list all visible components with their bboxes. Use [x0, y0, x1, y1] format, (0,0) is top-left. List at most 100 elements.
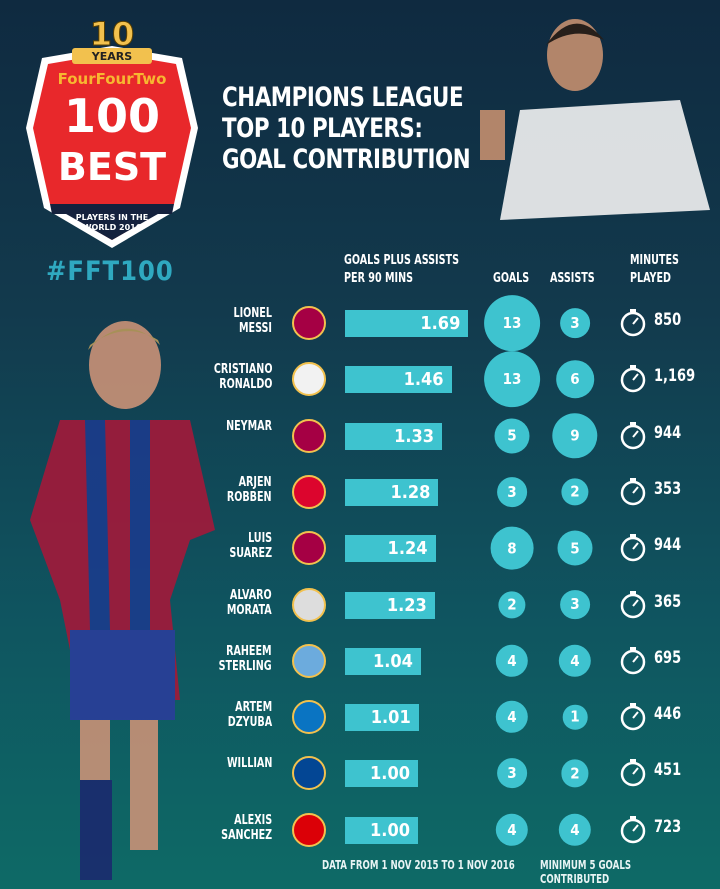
club-crest-icon — [292, 700, 326, 735]
svg-text:100: 100 — [64, 89, 160, 143]
player-name-line: ARJEN — [239, 474, 272, 490]
goals-value: 13 — [502, 313, 522, 332]
ratio-value: 1.69 — [420, 313, 461, 334]
player-name-line: ALEXIS — [234, 812, 272, 828]
assists-value: 6 — [570, 370, 580, 389]
goals-value: 8 — [507, 539, 517, 558]
assists-value: 2 — [570, 764, 580, 783]
svg-text:BEST: BEST — [58, 145, 166, 189]
minutes-value: 446 — [654, 704, 682, 725]
player-name: ARJEN ROBBEN — [227, 475, 272, 505]
ratio-value: 1.24 — [387, 538, 428, 560]
assists-circle: 9 — [552, 412, 598, 459]
ratio-bar: 1.00 — [345, 816, 418, 844]
player-row: WILLIAN 1.00 3 2 451 — [0, 748, 720, 798]
messi-photo — [30, 321, 215, 880]
player-name: ARTEM DZYUBA — [228, 700, 272, 730]
assists-value: 1 — [570, 708, 580, 727]
player-name: CRISTIANO RONALDO — [213, 362, 272, 392]
goals-circle: 4 — [495, 700, 529, 734]
minutes-value: 850 — [654, 310, 682, 330]
stopwatch-icon — [620, 365, 646, 393]
player-name-line: RAHEEM — [226, 643, 272, 659]
player-name-line: RONALDO — [218, 377, 272, 393]
player-name-line: ALVARO — [230, 587, 272, 603]
player-name: LUIS SUAREZ — [229, 531, 272, 561]
assists-circle: 4 — [558, 813, 592, 846]
goals-value: 4 — [507, 708, 517, 727]
player-row: CRISTIANO RONALDO 1.46 13 6 1,169 — [0, 351, 720, 408]
player-name-line: ARTEM — [235, 700, 272, 716]
stopwatch-icon — [620, 534, 646, 562]
hashtag: #FFT100 — [46, 256, 174, 287]
ratio-bar: 1.69 — [345, 310, 469, 337]
player-name-line: DZYUBA — [227, 715, 272, 731]
footer-date-range: DATA FROM 1 NOV 2015 TO 1 NOV 2016 — [322, 858, 515, 872]
ratio-header-line-1: GOALS PLUS ASSISTS — [344, 253, 459, 268]
minutes-column-header: MINUTES PLAYED — [630, 252, 679, 288]
ratio-value: 1.23 — [386, 594, 427, 616]
ratio-value: 1.00 — [370, 819, 410, 841]
svg-text:FourFourTwo: FourFourTwo — [58, 70, 167, 88]
goals-value: 4 — [507, 651, 517, 670]
club-crest-icon — [292, 306, 326, 340]
club-crest-icon — [292, 362, 326, 397]
minutes-header-line-2: PLAYED — [630, 271, 672, 286]
goals-column-header: GOALS — [493, 271, 530, 286]
ratio-value: 1.28 — [390, 481, 431, 503]
svg-text:WORLD 2016: WORLD 2016 — [83, 223, 142, 232]
player-name-line: NEYMAR — [226, 418, 272, 434]
stopwatch-icon — [620, 759, 646, 787]
ratio-header-line-2: PER 90 MINS — [344, 271, 414, 286]
goals-circle: 8 — [490, 526, 534, 570]
player-row: ARTEM DZYUBA 1.01 4 1 446 — [0, 692, 720, 742]
minutes-value: 365 — [654, 591, 682, 612]
ratio-value: 1.00 — [370, 763, 410, 785]
player-name-line: SANCHEZ — [221, 827, 272, 843]
ratio-value: 1.46 — [403, 369, 444, 391]
goals-circle: 13 — [484, 351, 540, 408]
goals-value: 2 — [507, 595, 517, 614]
club-crest-icon — [292, 812, 326, 847]
goals-circle: 3 — [497, 758, 527, 789]
assists-value: 5 — [570, 539, 580, 558]
stopwatch-icon — [620, 309, 646, 337]
title-line-3: GOAL CONTRIBUTION — [222, 144, 471, 175]
stopwatch-icon — [620, 421, 646, 449]
player-name-line: STERLING — [219, 658, 272, 674]
goals-circle: 5 — [494, 418, 530, 454]
svg-text:PLAYERS IN THE: PLAYERS IN THE — [76, 213, 148, 222]
assists-circle: 1 — [562, 704, 588, 730]
club-crest-icon — [292, 474, 326, 509]
ratio-bar: 1.01 — [345, 704, 419, 732]
player-row: ARJEN ROBBEN 1.28 3 2 353 — [0, 467, 720, 517]
minutes-value: 944 — [654, 422, 682, 443]
minutes-header-line-1: MINUTES — [630, 253, 679, 268]
minutes-value: 1,169 — [654, 366, 696, 387]
ronaldo-photo — [480, 19, 710, 220]
ratio-value: 1.01 — [370, 707, 411, 729]
svg-text:10: 10 — [90, 15, 135, 53]
club-crest-icon — [292, 531, 326, 566]
club-crest-icon — [292, 756, 326, 791]
goals-value: 5 — [507, 426, 517, 445]
player-row: RAHEEM STERLING 1.04 4 4 695 — [0, 636, 720, 686]
stopwatch-icon — [620, 477, 646, 506]
ratio-bar: 1.33 — [345, 422, 443, 450]
chart-title: CHAMPIONS LEAGUE TOP 10 PLAYERS: GOAL CO… — [222, 82, 471, 175]
fft-100-badge-logo: YEARS 10 FourFourTwo 100 BEST PLAYERS IN… — [26, 15, 198, 248]
ratio-value: 1.04 — [372, 650, 413, 672]
ratio-bar: 1.24 — [345, 535, 436, 563]
ratio-bar: 1.28 — [345, 478, 439, 506]
assists-circle: 2 — [561, 478, 589, 506]
assists-circle: 3 — [560, 308, 590, 338]
player-name: ALVARO MORATA — [227, 588, 272, 618]
minutes-value: 451 — [654, 760, 682, 781]
goals-circle: 4 — [495, 644, 529, 677]
player-name: WILLIAN — [227, 756, 272, 771]
assists-column-header: ASSISTS — [550, 271, 595, 286]
assists-value: 9 — [570, 426, 580, 445]
player-name-line: MESSI — [238, 321, 272, 336]
svg-text:YEARS: YEARS — [91, 50, 132, 63]
ratio-bar: 1.23 — [345, 591, 435, 619]
